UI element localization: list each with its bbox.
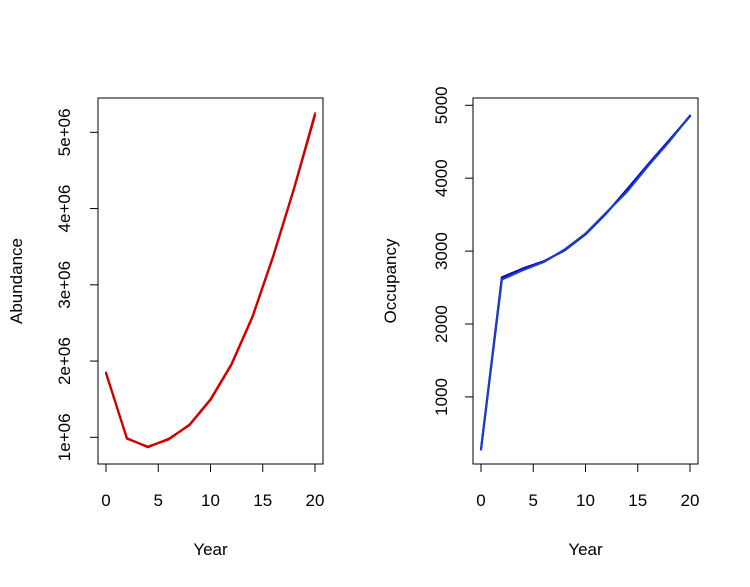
abundance-y-axis-title: Abundance	[7, 238, 26, 324]
abundance-x-tick-label: 5	[154, 491, 163, 510]
occupancy-series-line-1	[479, 115, 692, 451]
occupancy-panel: 0 5 10 15 20 1000 2000 3000 4000 5000 Year Occupanc…	[381, 86, 699, 559]
abundance-x-tick-label: 10	[201, 491, 220, 510]
abundance-panel: 0 5 10 15 20 1e+06 2e+06 3e+06 4e+06 5e+06 Year Abu…	[7, 97, 325, 559]
abundance-y-tick-label: 4e+06	[55, 185, 74, 233]
occupancy-x-tick-label: 0	[476, 491, 485, 510]
occupancy-y-axis-title: Occupancy	[381, 238, 400, 324]
occupancy-y-tick-label: 4000	[432, 159, 451, 197]
abundance-plot-frame	[97, 97, 324, 465]
occupancy-y-tick-label: 2000	[432, 305, 451, 343]
occupancy-y-tick-label: 1000	[432, 378, 451, 416]
abundance-y-tick-label: 5e+06	[55, 108, 74, 156]
abundance-series-line-1	[104, 112, 317, 448]
occupancy-y-tick-label: 5000	[432, 86, 451, 124]
abundance-x-axis-title: Year	[193, 540, 228, 559]
occupancy-x-axis-title: Year	[568, 540, 603, 559]
abundance-x-tick-label: 15	[253, 491, 272, 510]
occupancy-y-tick-label: 3000	[432, 232, 451, 270]
abundance-x-tick-label: 0	[101, 491, 110, 510]
abundance-series-line-2	[104, 114, 317, 449]
occupancy-x-tick-label: 15	[628, 491, 647, 510]
abundance-x-tick-label: 20	[306, 491, 325, 510]
occupancy-x-tick-label: 5	[529, 491, 538, 510]
occupancy-x-tick-label: 10	[576, 491, 595, 510]
abundance-y-tick-label: 3e+06	[55, 261, 74, 309]
occupancy-plot-frame	[472, 97, 699, 465]
abundance-y-tick-label: 2e+06	[55, 337, 74, 385]
occupancy-x-tick-label: 20	[681, 491, 700, 510]
abundance-y-tick-label: 1e+06	[55, 413, 74, 461]
occupancy-series-line-2	[479, 114, 692, 451]
